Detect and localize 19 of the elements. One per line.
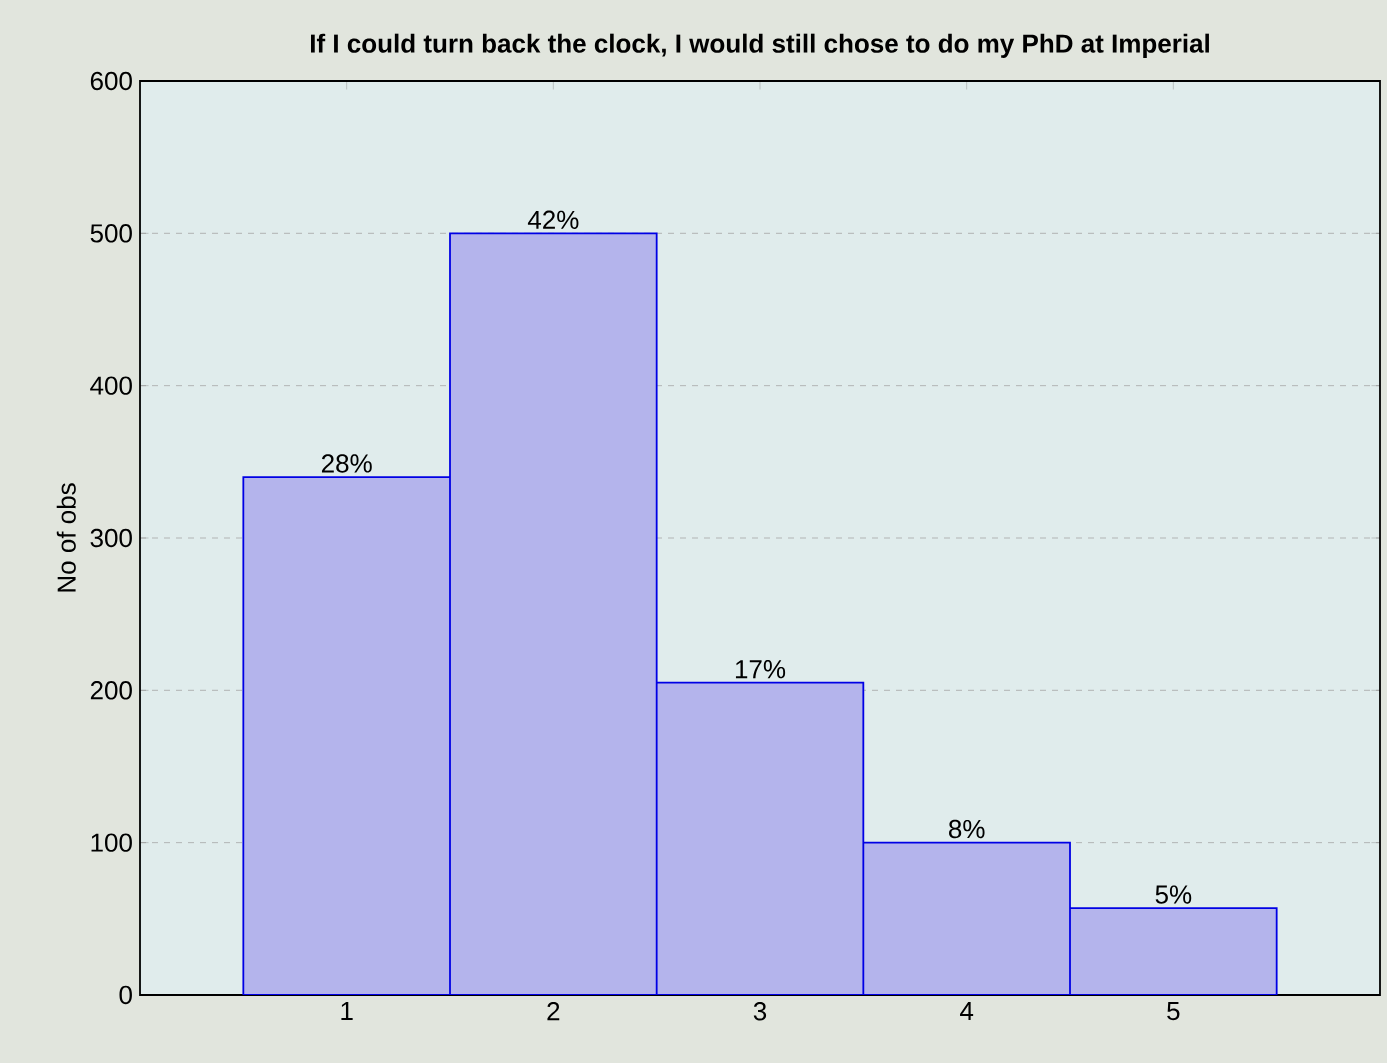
annotation: 28% — [321, 454, 372, 473]
y-tick-label: 400 — [90, 376, 132, 395]
annotation: 17% — [735, 660, 786, 679]
y-tick-label: 600 — [90, 71, 132, 91]
x-tick-label: 4 — [960, 1002, 974, 1020]
y-axis-title: No of obs — [56, 483, 76, 592]
annotation: 8% — [949, 819, 985, 839]
x-tick-label: 1 — [341, 1002, 353, 1020]
y-tick-label: 0 — [119, 985, 132, 1005]
y-tick-label: 300 — [90, 528, 132, 548]
x-tick-label: 3 — [753, 1002, 767, 1021]
annotation: 42% — [527, 210, 579, 229]
annotation: 5% — [1155, 885, 1192, 904]
y-tick-label: 100 — [91, 833, 132, 852]
y-tick-label: 200 — [90, 681, 132, 700]
x-tick-label: 5 — [1167, 1002, 1180, 1021]
y-tick-label: 500 — [90, 224, 132, 243]
chart-title: If I could turn back the clock, I would still chose to do my PhD at Imperial — [310, 33, 1209, 58]
x-tick-label: 2 — [547, 1002, 560, 1021]
